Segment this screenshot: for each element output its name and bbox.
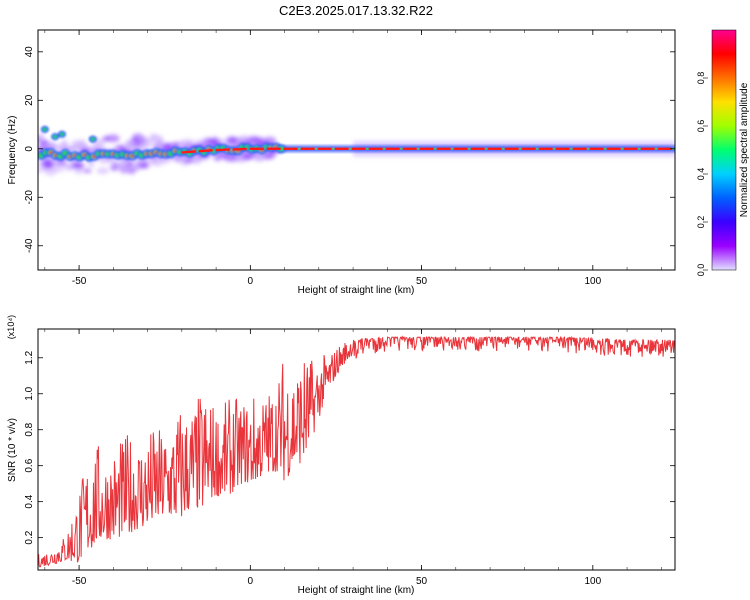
chart-title: C2E3.2025.017.13.32.R22 bbox=[279, 3, 433, 18]
spectrogram-panel: -50 0 50 100 40 20 0 -20 -40 Height of straight … bbox=[7, 29, 676, 296]
snr-ylabel: SNR (10 * v/v) bbox=[7, 418, 18, 482]
spectrogram-xlabel: Height of straight line (km) bbox=[298, 285, 415, 296]
heat-blob bbox=[163, 142, 171, 149]
spectrogram-frame bbox=[37, 29, 676, 271]
heat-blob bbox=[194, 139, 202, 144]
heat-blob bbox=[77, 162, 85, 169]
snr-ytick-label: 0.4 bbox=[24, 494, 35, 508]
heat-blob bbox=[137, 135, 148, 145]
colorbar-tick-label: 0.6 bbox=[696, 120, 706, 133]
snr-xlabel: Height of straight line (km) bbox=[298, 585, 415, 596]
spectrogram-ytick-label: -20 bbox=[24, 190, 35, 205]
spectrogram-xtick-label: 100 bbox=[584, 276, 601, 287]
colorbar-tick-label: 0.0 bbox=[696, 264, 706, 277]
snr-ytick-label: 0.8 bbox=[24, 422, 35, 436]
spectrogram-ytick-label: 0 bbox=[24, 146, 35, 152]
heat-blob bbox=[82, 168, 92, 174]
spectrogram-ytick-label: 20 bbox=[24, 94, 35, 106]
heat-blob bbox=[60, 139, 68, 149]
heat-blob bbox=[213, 154, 222, 162]
heat-blob bbox=[226, 136, 238, 144]
snr-ticks: -50 0 50 100 0.2 0.4 0.6 0.8 1.0 1.2 bbox=[24, 329, 675, 587]
snr-panel: -50 0 50 100 0.2 0.4 0.6 0.8 1.0 1.2 (x10⁴) Heigh… bbox=[6, 315, 676, 596]
heat-blob bbox=[184, 158, 194, 164]
heat-blob bbox=[96, 167, 110, 175]
spectrogram-xtick-label: -50 bbox=[72, 276, 87, 287]
spectrogram-xtick-label: 0 bbox=[248, 276, 254, 287]
snr-xtick-label: -50 bbox=[72, 576, 87, 587]
heat-blob bbox=[179, 139, 192, 149]
snr-frame bbox=[37, 328, 676, 571]
heat-blob bbox=[71, 144, 81, 152]
ridge-peak-line bbox=[181, 147, 675, 154]
heat-blob bbox=[151, 134, 163, 144]
colorbar-ticks: 0.0 0.2 0.4 0.6 0.8 bbox=[696, 72, 708, 277]
heat-blob bbox=[253, 154, 266, 162]
heat-blob bbox=[125, 140, 138, 149]
heat-blob bbox=[226, 155, 238, 163]
spectrogram-ytick-label: 40 bbox=[24, 46, 35, 58]
heat-blob bbox=[41, 158, 53, 168]
heat-blob bbox=[126, 167, 136, 175]
colorbar-tick-label: 0.4 bbox=[696, 168, 706, 181]
colorbar-tick-label: 0.8 bbox=[696, 72, 706, 85]
heat-blob bbox=[38, 132, 45, 141]
colorbar-tick-label: 0.2 bbox=[696, 216, 706, 229]
heat-blob bbox=[172, 154, 186, 163]
colorbar-gradient bbox=[711, 29, 737, 271]
heat-blob bbox=[38, 168, 44, 173]
ridge-blob-upper-core bbox=[42, 127, 48, 132]
colorbar-label: Normalized spectral amplitude bbox=[739, 82, 750, 217]
ridge-blob-upper-core bbox=[90, 137, 96, 141]
snr-xtick-label: 100 bbox=[584, 576, 601, 587]
heat-blob bbox=[102, 135, 110, 142]
spectrogram-ylabel: Frequency (Hz) bbox=[7, 116, 18, 185]
snr-ytick-label: 1.0 bbox=[24, 386, 35, 400]
spectrogram-xtick-label: 50 bbox=[416, 276, 428, 287]
snr-series-line bbox=[38, 335, 675, 568]
snr-xtick-label: 0 bbox=[248, 576, 254, 587]
colorbar: 0.0 0.2 0.4 0.6 0.8 Normalized spectral ampl… bbox=[696, 29, 750, 277]
snr-ytick-label: 0.6 bbox=[24, 458, 35, 472]
snr-ytick-label: 1.2 bbox=[24, 350, 35, 364]
ridge-blob-upper-core bbox=[52, 134, 58, 139]
heat-blob bbox=[54, 167, 65, 173]
heat-blob bbox=[109, 164, 120, 172]
snr-multiplier: (x10⁴) bbox=[6, 315, 16, 339]
ridge-blob-upper-core bbox=[59, 132, 65, 137]
snr-ytick-label: 0.2 bbox=[24, 530, 35, 544]
snr-xtick-label: 50 bbox=[416, 576, 428, 587]
heat-blob bbox=[41, 139, 49, 145]
spectrogram-heat bbox=[38, 125, 675, 176]
heat-blob bbox=[126, 160, 134, 168]
spectrogram-ytick-label: -40 bbox=[24, 238, 35, 253]
spectrogram-ticks: -50 0 50 100 40 20 0 -20 -40 bbox=[24, 30, 675, 287]
snr-background bbox=[38, 329, 675, 570]
heat-blob bbox=[191, 154, 202, 165]
heat-blob bbox=[56, 160, 68, 167]
